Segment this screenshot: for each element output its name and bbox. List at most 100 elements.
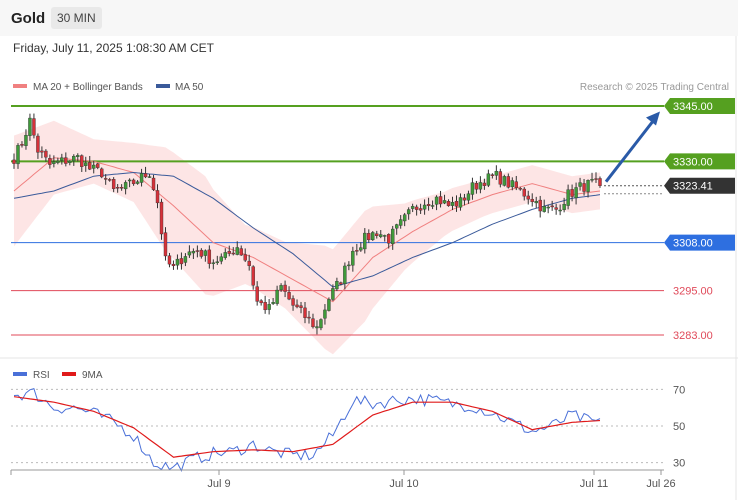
candle-body-up: [123, 182, 128, 190]
candle: [103, 174, 108, 185]
candle-body-up: [430, 205, 435, 207]
candle: [123, 180, 128, 195]
candle: [562, 197, 566, 213]
candle-body-down: [103, 178, 108, 180]
candle: [514, 175, 518, 191]
candle: [307, 310, 311, 324]
candle: [347, 261, 351, 271]
candle-body-up: [478, 182, 483, 190]
candle: [187, 245, 192, 258]
candle: [598, 176, 602, 188]
candle-body-down: [36, 135, 40, 153]
candle: [115, 184, 120, 193]
level-label-support: 3295.00: [673, 286, 713, 298]
candle-body-down: [482, 182, 487, 186]
candle-body-up: [211, 262, 216, 264]
rsi-tick-label: 70: [673, 384, 685, 396]
candle: [414, 204, 419, 216]
legend-swatch-ma50: [156, 84, 170, 88]
candle: [566, 184, 570, 210]
candle: [139, 168, 144, 187]
candle: [48, 154, 52, 169]
candle: [398, 215, 403, 229]
candle-body-down: [251, 266, 255, 286]
moving-averages: [13, 157, 601, 303]
candle-body-up: [578, 182, 582, 187]
time-axis-label: Jul 11: [580, 478, 609, 490]
candle: [323, 304, 327, 325]
candle-body-up: [566, 189, 570, 206]
candle: [434, 195, 439, 211]
candle-body-down: [40, 150, 44, 153]
candle: [28, 113, 32, 141]
candle-body-up: [323, 309, 327, 319]
candle-body-down: [151, 177, 156, 190]
candle: [486, 169, 491, 188]
candle: [247, 254, 251, 271]
rsi-9ma-line: [13, 396, 601, 458]
candle: [271, 297, 275, 305]
candle: [287, 286, 291, 301]
candle: [76, 153, 80, 162]
ma20-line: [13, 157, 601, 303]
candle-body-up: [60, 157, 64, 161]
candle: [394, 223, 399, 235]
candle-body-down: [339, 282, 343, 285]
candles: [12, 113, 602, 335]
candle: [387, 233, 391, 249]
candle-body-up: [450, 202, 455, 206]
candle: [251, 265, 255, 290]
candle-body-up: [347, 264, 351, 267]
candle-body-down: [295, 304, 299, 308]
candle-body-down: [163, 232, 168, 257]
candle: [12, 153, 16, 169]
candle-body-up: [383, 235, 387, 237]
candle-body-up: [327, 299, 331, 311]
candle-body-down: [438, 196, 443, 205]
candle: [68, 160, 72, 166]
candle: [191, 248, 196, 259]
candle: [315, 320, 319, 335]
candle-body-up: [175, 258, 180, 266]
candle: [574, 182, 578, 205]
candle: [303, 302, 307, 324]
candle: [371, 231, 375, 241]
candle-body-down: [48, 158, 52, 165]
candle: [311, 313, 315, 329]
level-tag-pivot: [664, 234, 735, 251]
candle: [175, 254, 180, 270]
candle: [438, 190, 443, 208]
candle: [526, 190, 530, 205]
candle: [291, 295, 295, 311]
main-legend: MA 20 + Bollinger Bands MA 50 Research ©…: [13, 82, 729, 93]
candle: [331, 284, 335, 302]
candle-body-down: [414, 206, 419, 210]
candle: [510, 177, 514, 191]
candle-body-up: [574, 187, 578, 199]
time-axis: Jul 9 Jul 10 Jul 11 Jul 26: [10, 469, 676, 490]
candle: [24, 129, 28, 150]
candle: [482, 178, 487, 190]
candle: [259, 299, 263, 306]
candle: [215, 255, 220, 265]
candle: [494, 165, 499, 180]
candle: [20, 141, 24, 148]
candle-body-down: [167, 255, 172, 265]
candle: [578, 177, 582, 191]
candle-body-down: [115, 187, 120, 189]
price-level-labels: 3345.00 3330.00 3323.41 3308.00 3295.00 3283.…: [664, 98, 735, 342]
legend-swatch-ma20: [13, 84, 27, 88]
candle: [143, 166, 148, 179]
candle-body-down: [227, 251, 231, 254]
candle: [227, 245, 231, 257]
candle-body-up: [371, 232, 375, 241]
candle-body-up: [52, 161, 56, 164]
candle: [410, 203, 415, 213]
candle-body-up: [590, 179, 594, 181]
timeframe-button[interactable]: 30 MIN: [51, 7, 102, 29]
rsi-tick-label: 30: [673, 458, 685, 470]
candle: [351, 246, 355, 272]
candle: [518, 186, 522, 191]
candle-body-down: [239, 248, 243, 256]
